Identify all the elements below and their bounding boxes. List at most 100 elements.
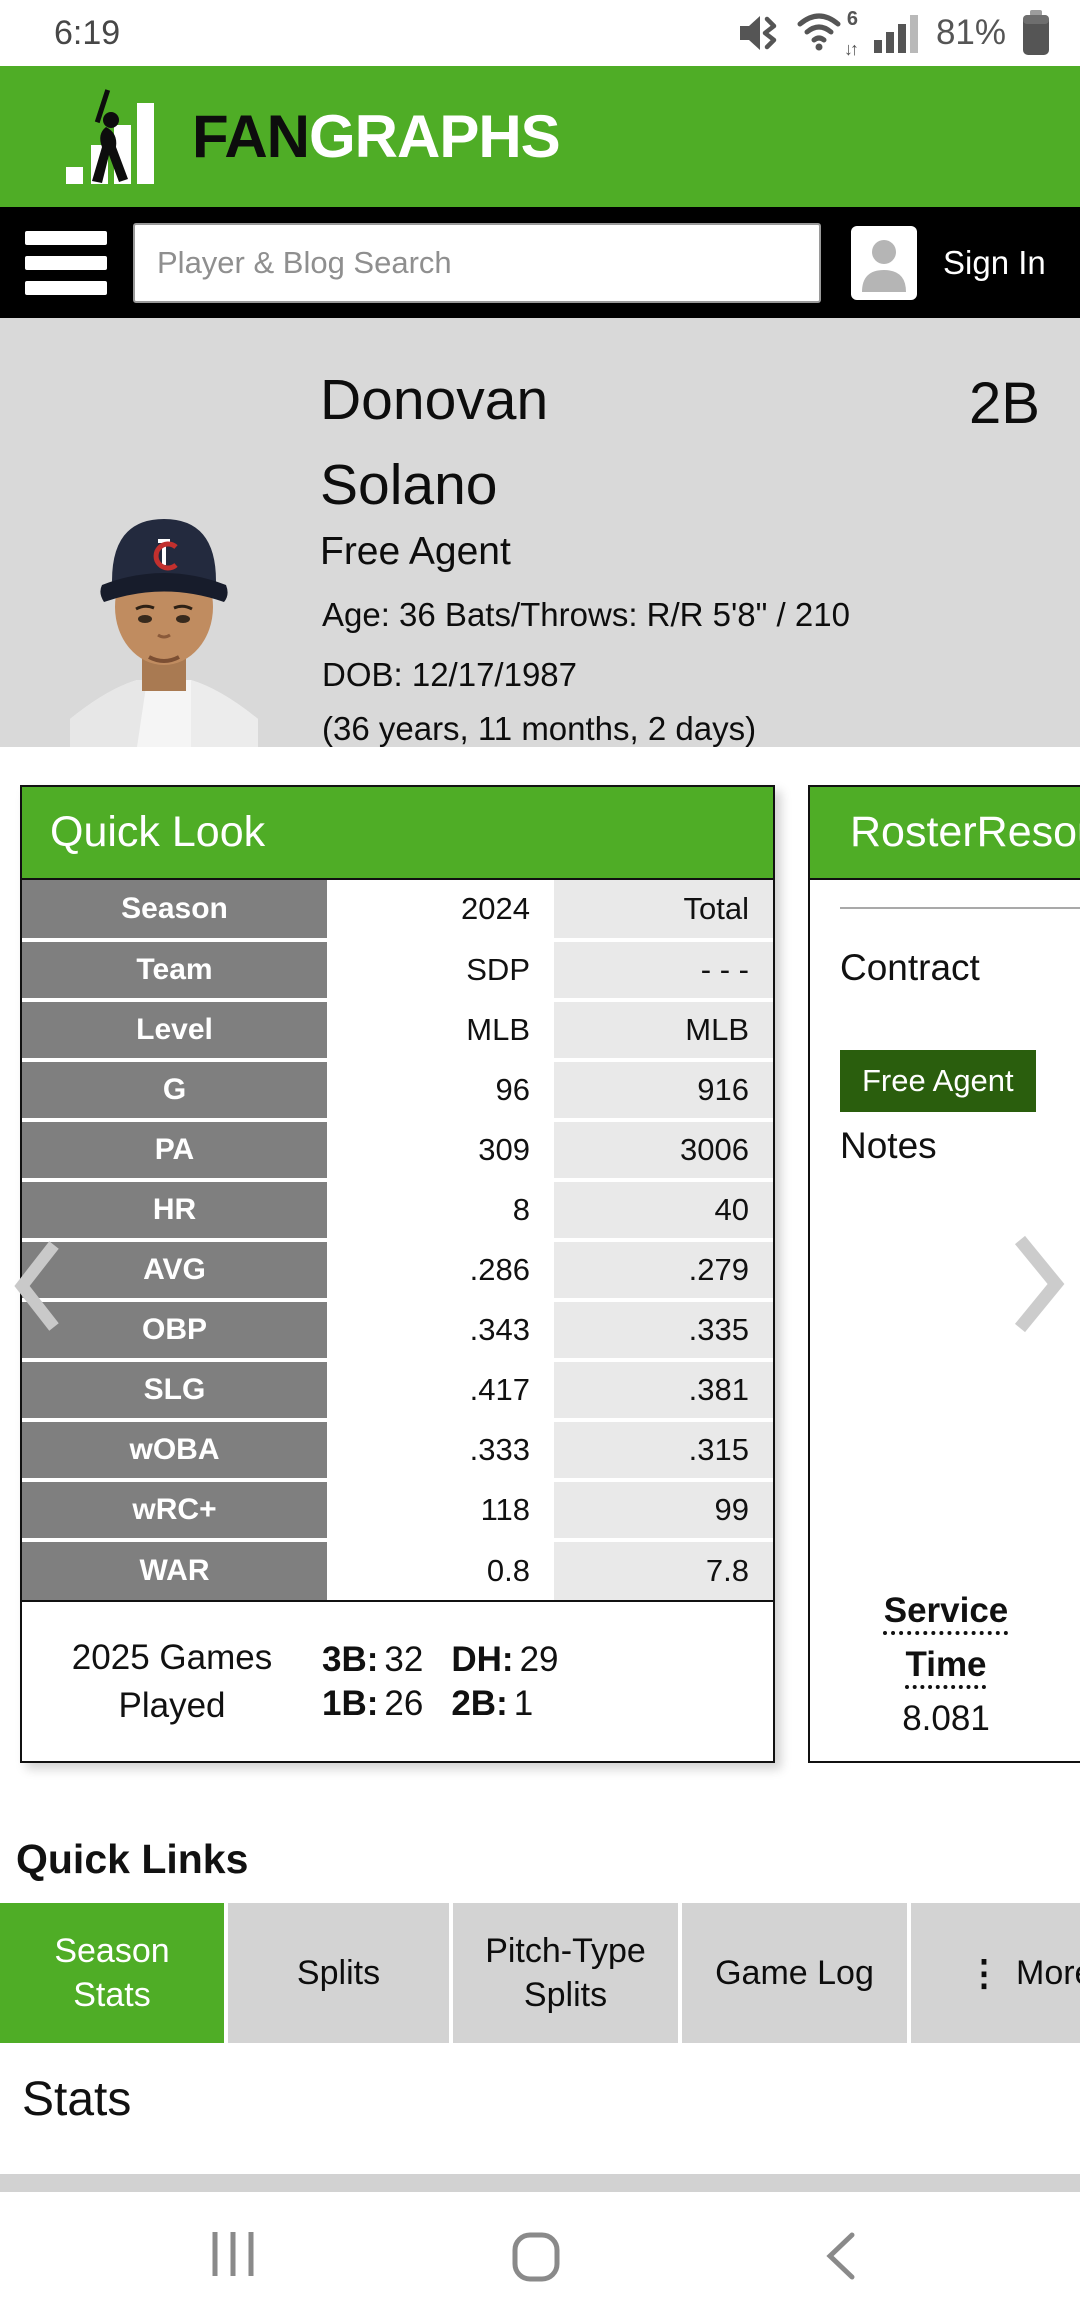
- carousel-next-button[interactable]: [1012, 1234, 1066, 1334]
- table-row: Team SDP - - -: [22, 940, 773, 1002]
- position-count: 3B: 32: [322, 1639, 424, 1679]
- row-value-2024: MLB: [327, 1000, 554, 1062]
- home-button[interactable]: [512, 2232, 560, 2282]
- row-value-total: 916: [554, 1060, 773, 1122]
- battery-percentage: 81%: [935, 13, 1006, 52]
- row-value-total: .381: [554, 1360, 773, 1422]
- position-count: 1B: 26: [322, 1683, 424, 1723]
- brand-header: FANGRAPHS: [0, 66, 1080, 207]
- row-value-2024: 2024: [327, 880, 554, 942]
- row-value-2024: 8: [327, 1180, 554, 1242]
- wifi-traffic-arrows-icon: ↓↑: [843, 39, 859, 59]
- vertical-ellipsis-icon: ⋮: [966, 1951, 1002, 1993]
- notes-label: Notes: [840, 1125, 937, 1166]
- table-row: G 96 916: [22, 1060, 773, 1122]
- search-input[interactable]: [133, 222, 821, 303]
- table-row: OBP .343.335: [22, 1300, 773, 1362]
- player-header: Donovan Solano 2B Free Agent Age: 36 Bat…: [0, 318, 1080, 747]
- tab-more[interactable]: ⋮ More: [911, 1903, 1080, 2043]
- row-value-total: 3006: [554, 1120, 773, 1182]
- wifi-6-label: 6: [846, 8, 858, 30]
- account-avatar-button[interactable]: [851, 225, 917, 300]
- recent-apps-button[interactable]: [212, 2232, 254, 2276]
- row-value-total: .335: [554, 1300, 773, 1362]
- back-button[interactable]: [824, 2232, 856, 2280]
- player-bio-dob: DOB: 12/17/1987: [322, 656, 578, 693]
- position-count: 2B: 1: [451, 1683, 534, 1723]
- tab-splits[interactable]: Splits: [228, 1903, 449, 2043]
- brand-fan: FAN: [192, 103, 310, 170]
- battery-icon: [1022, 10, 1050, 56]
- status-icons: 6 ↓↑ 81%: [738, 8, 1050, 59]
- row-value-total: Total: [554, 880, 773, 942]
- clock-time: 6:19: [54, 13, 121, 52]
- row-value-total: .315: [554, 1420, 773, 1482]
- free-agent-badge: Free Agent: [840, 1050, 1036, 1112]
- table-row: PA 309 3006: [22, 1120, 773, 1182]
- service-time-block: Service Time 8.081: [810, 1591, 1080, 1739]
- row-value-total: 7.8: [554, 1540, 773, 1600]
- carousel-prev-button[interactable]: [14, 1240, 62, 1332]
- android-navigation-bar: [0, 2192, 1080, 2316]
- quick-links-heading: Quick Links: [16, 1836, 249, 1882]
- player-name: Donovan Solano: [320, 358, 548, 528]
- row-value-2024: .343: [327, 1300, 554, 1362]
- row-label: Season: [22, 880, 327, 942]
- row-label: WAR: [22, 1540, 327, 1600]
- row-label: HR: [22, 1180, 327, 1242]
- table-row: wRC+ 118 99: [22, 1480, 773, 1542]
- tab-pitch-type-splits[interactable]: Pitch-Type Splits: [453, 1903, 678, 2043]
- brand-wordmark[interactable]: FANGRAPHS: [192, 102, 561, 171]
- player-bio-exact-age: (36 years, 11 months, 2 days): [322, 710, 757, 747]
- player-team-status: Free Agent: [320, 530, 511, 573]
- quick-look-table: Season 2024 Total Team SDP - - - Level MLB MLB…: [22, 880, 773, 1600]
- row-value-total: .279: [554, 1240, 773, 1302]
- horizontal-scrollbar[interactable]: [0, 2174, 1080, 2192]
- row-value-2024: .286: [327, 1240, 554, 1302]
- row-value-2024: .333: [327, 1420, 554, 1482]
- row-label: wRC+: [22, 1480, 327, 1542]
- row-label: Level: [22, 1000, 327, 1062]
- wifi-icon: 6 ↓↑: [796, 8, 859, 59]
- quick-look-title: Quick Look: [22, 787, 773, 880]
- contract-label: Contract: [840, 947, 980, 988]
- hamburger-menu-icon[interactable]: [25, 230, 107, 295]
- chevron-left-icon: [14, 1240, 62, 1332]
- row-value-2024: 309: [327, 1120, 554, 1182]
- tab-game-log[interactable]: Game Log: [682, 1903, 907, 2043]
- row-value-total: MLB: [554, 1000, 773, 1062]
- tab-season-stats[interactable]: Season Stats: [0, 1903, 224, 2043]
- games-played-positions: 3B: 32 DH: 29 1B: 26 2B: 1: [322, 1640, 773, 1724]
- row-label: SLG: [22, 1360, 327, 1422]
- row-label: Team: [22, 940, 327, 1002]
- row-value-2024: 118: [327, 1480, 554, 1542]
- nav-bar: Sign In: [0, 207, 1080, 318]
- row-label: PA: [22, 1120, 327, 1182]
- fangraphs-logo-icon[interactable]: [64, 87, 182, 187]
- roster-resource-title: RosterResource: [810, 787, 1080, 880]
- quick-look-card: Quick Look Season 2024 Total Team SDP - - - …: [20, 785, 775, 1763]
- row-value-total: 99: [554, 1480, 773, 1542]
- divider: [840, 907, 1080, 909]
- player-last-name: Solano: [320, 453, 498, 517]
- stats-heading: Stats: [22, 2073, 132, 2126]
- brand-graphs: GRAPHS: [309, 103, 561, 170]
- row-value-2024: SDP: [327, 940, 554, 1002]
- games-played-label: 2025 Games Played: [71, 1638, 273, 1725]
- row-label: OBP: [22, 1300, 327, 1362]
- row-label: wOBA: [22, 1420, 327, 1482]
- table-row: wOBA .333.315: [22, 1420, 773, 1482]
- row-value-2024: 96: [327, 1060, 554, 1122]
- service-time-value: 8.081: [902, 1699, 990, 1738]
- row-value-total: - - -: [554, 940, 773, 1002]
- table-row: SLG .417.381: [22, 1360, 773, 1422]
- player-bio-age: Age: 36 Bats/Throws: R/R 5'8" / 210: [322, 596, 850, 633]
- quick-links-tabs: Season Stats Splits Pitch-Type Splits Ga…: [0, 1903, 1080, 2043]
- service-time-label[interactable]: Service: [883, 1591, 1009, 1630]
- sign-in-button[interactable]: Sign In: [943, 243, 1046, 281]
- back-chevron-icon: [824, 2232, 856, 2280]
- player-first-name: Donovan: [320, 368, 549, 432]
- service-time-label[interactable]: Time: [905, 1645, 987, 1684]
- row-label: AVG: [22, 1240, 327, 1302]
- vibrate-mute-icon: [738, 11, 780, 55]
